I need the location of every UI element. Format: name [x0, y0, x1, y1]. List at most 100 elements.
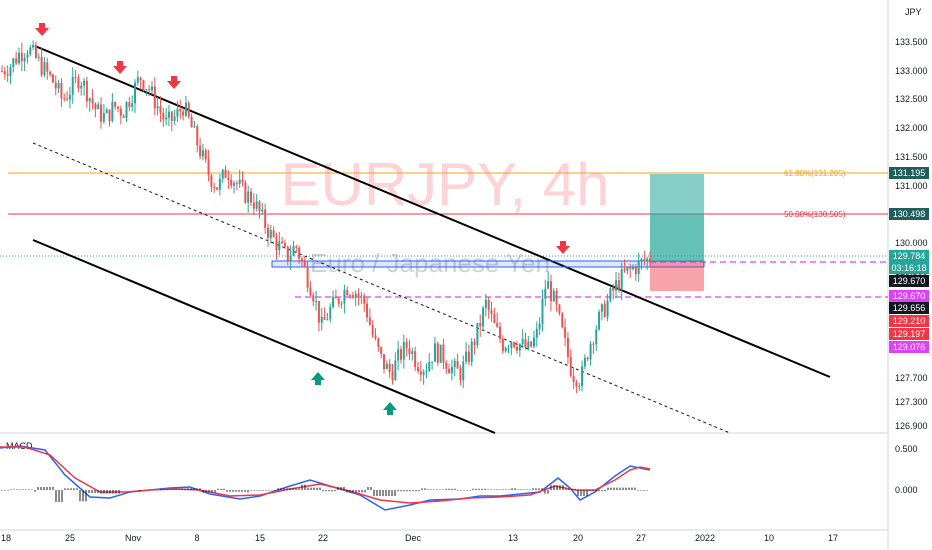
candle-body: [484, 299, 487, 308]
candle-body: [606, 300, 609, 317]
time-tick: 27: [636, 533, 646, 543]
candle-body: [131, 103, 134, 107]
candle-body: [261, 209, 264, 212]
candle-body: [227, 177, 230, 180]
candle-body: [524, 339, 527, 348]
candle-body: [54, 82, 57, 89]
time-tick: 17: [828, 533, 838, 543]
macd-line: [0, 445, 651, 511]
candle-body: [385, 363, 388, 369]
candle-body: [57, 83, 60, 89]
candle-body: [264, 209, 267, 228]
candle-body: [620, 269, 623, 290]
candle-body: [617, 280, 620, 290]
candle-body: [467, 351, 470, 362]
candle-body: [94, 103, 97, 110]
candle-body: [97, 104, 100, 110]
candle-body: [190, 116, 193, 128]
price-tag-text: 130.498: [893, 209, 926, 219]
candle-body: [162, 112, 165, 120]
resistance-zone-box: [271, 260, 705, 268]
candle-body: [555, 290, 558, 305]
candle-body: [233, 183, 236, 186]
candle-body: [569, 356, 572, 376]
candle-body: [391, 372, 394, 381]
candle-body: [329, 307, 332, 320]
candle-body: [46, 62, 49, 72]
candle-body: [581, 366, 584, 387]
candle-body: [156, 106, 159, 109]
watermark-name: Euro / Japanese Yen: [310, 248, 550, 278]
price-tag-text: 129.656: [893, 303, 926, 313]
candle-body: [83, 80, 86, 86]
candle-body: [623, 269, 626, 271]
price-tag-text: 129.784: [893, 251, 926, 261]
candle-body: [3, 71, 6, 75]
candle-body: [598, 311, 601, 330]
candle-body: [182, 111, 185, 116]
candle-body: [71, 76, 74, 95]
candle-body: [371, 324, 374, 336]
price-tag-text: 129.210: [893, 316, 926, 326]
candle-body: [433, 343, 436, 362]
candle-body: [428, 362, 431, 371]
candle-body: [490, 310, 493, 315]
candle-body: [453, 361, 456, 367]
candle-body: [399, 349, 402, 360]
candle-body: [266, 227, 269, 238]
candle-body: [269, 230, 272, 238]
price-tag: [889, 290, 929, 302]
candle-body: [320, 316, 323, 323]
candle-body: [422, 371, 425, 375]
time-tick: 8: [194, 533, 199, 543]
candle-body: [85, 80, 88, 102]
macd-tick: 0.000: [895, 485, 918, 495]
watermark-symbol: EURJPY, 4h: [280, 151, 609, 218]
long-stop-zone: [650, 262, 704, 291]
price-tag: [889, 302, 929, 314]
candle-body: [544, 288, 547, 299]
fib-50-label: 50.00%(130.505): [784, 210, 846, 219]
currency-label: JPY: [905, 7, 922, 17]
candle-body: [510, 342, 513, 348]
candle-body: [476, 323, 479, 346]
candle-body: [572, 375, 575, 383]
price-tags: 131.195 130.498 129.784 03:16:18 129.670 129.…: [889, 167, 929, 353]
candle-body: [368, 317, 371, 325]
candle-body: [586, 357, 589, 360]
candle-body: [374, 335, 377, 339]
price-tag: [889, 328, 929, 340]
candle-body: [558, 304, 561, 314]
candle-body: [250, 191, 253, 203]
candle-body: [230, 179, 233, 186]
candle-body: [363, 295, 366, 304]
price-axis: 133.500 133.000 132.500 132.000 131.500 131.0…: [895, 37, 928, 431]
candle-body: [351, 295, 354, 298]
long-target-zone-inner: [650, 214, 704, 262]
price-candles: [1, 40, 651, 394]
time-tick: 25: [65, 533, 75, 543]
candle-body: [397, 349, 400, 361]
price-tag-text: 129.670: [893, 276, 926, 286]
candle-body: [159, 106, 162, 113]
candle-body: [360, 295, 363, 297]
candle-body: [578, 386, 581, 388]
price-tick: 127.700: [895, 373, 928, 383]
candle-body: [295, 246, 298, 248]
price-tag: [889, 275, 929, 287]
candle-body: [340, 303, 343, 305]
candle-body: [77, 77, 80, 89]
candle-body: [15, 58, 18, 64]
candle-body: [317, 301, 320, 323]
candle-body: [148, 89, 151, 91]
candle-body: [292, 246, 295, 256]
sell-arrow-icon: [113, 61, 127, 74]
macd-tick: 0.500: [895, 444, 918, 454]
candle-body: [224, 169, 227, 178]
candle-body: [419, 371, 422, 375]
price-tag-text: 129.197: [893, 329, 926, 339]
candle-body: [100, 104, 103, 122]
candle-body: [632, 267, 635, 269]
candle-body: [173, 116, 176, 121]
